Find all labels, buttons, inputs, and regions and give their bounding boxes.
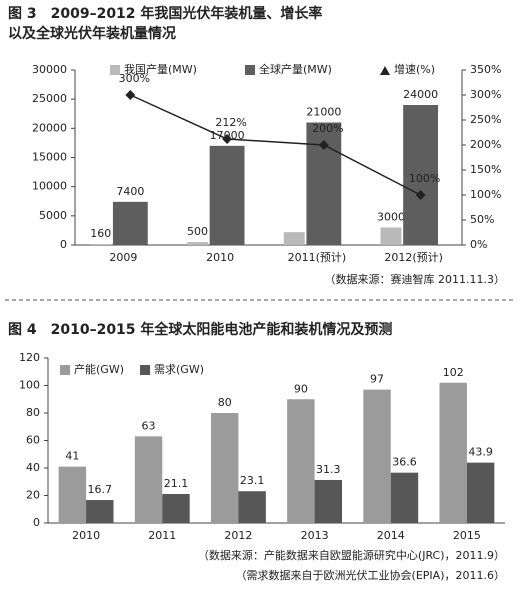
bar: [283, 232, 305, 245]
y2-tick-label: 0%: [470, 238, 487, 251]
value-label: 200%: [312, 122, 343, 135]
bar: [238, 491, 266, 523]
x-tick-label: 2011: [148, 529, 176, 542]
y-tick-label: 15000: [32, 151, 67, 164]
y-tick-label: 5000: [39, 209, 67, 222]
y2-tick-label: 350%: [470, 63, 501, 76]
line-point: [318, 140, 329, 150]
y-tick-label: 30000: [32, 63, 67, 76]
value-label: 43.9: [468, 446, 493, 459]
bar: [90, 244, 112, 245]
line-point: [415, 190, 426, 200]
value-label: 21.1: [164, 477, 189, 490]
bar: [380, 227, 402, 245]
y-tick-label: 20000: [32, 121, 67, 134]
value-label: 300%: [119, 72, 150, 85]
bar: [187, 242, 208, 245]
y-tick-label: 80: [26, 406, 40, 419]
value-label: 212%: [215, 116, 246, 129]
bar: [112, 201, 148, 245]
x-tick-label: 2014: [377, 529, 405, 542]
bar: [162, 493, 190, 523]
x-tick-label: 2010: [206, 251, 234, 264]
y-tick-label: 60: [26, 434, 40, 447]
bar: [209, 145, 245, 245]
y2-tick-label: 100%: [470, 188, 501, 201]
bar: [403, 105, 439, 245]
value-label: 80: [218, 396, 232, 409]
y2-tick-label: 200%: [470, 138, 501, 151]
y-tick-label: 25000: [32, 92, 67, 105]
x-tick-label: 2011(预计): [288, 251, 347, 264]
value-label: 36.6: [392, 456, 417, 469]
source-note: （数据来源：赛迪智库 2011.11.3）: [325, 272, 505, 286]
chart-title: 图 4 2010–2015 年全球太阳能电池产能和装机情况及预测: [8, 321, 392, 338]
chart-title: 图 3 2009–2012 年我国光伏年装机量、增长率: [8, 5, 322, 22]
line-point: [125, 90, 136, 100]
y-tick-label: 40: [26, 461, 40, 474]
legend-swatch: [140, 365, 150, 375]
legend-label: 产能(GW): [74, 362, 124, 376]
legend-label: 增速(%): [394, 62, 435, 76]
value-label: 100%: [409, 172, 440, 185]
x-tick-label: 2013: [301, 529, 329, 542]
x-tick-label: 2010: [72, 529, 100, 542]
bar: [439, 382, 467, 523]
value-label: 160: [90, 227, 111, 240]
source-note: （需求数据来自于欧洲光伏工业协会(EPIA)，2011.6）: [236, 568, 505, 582]
x-tick-label: 2012(预计): [384, 251, 443, 264]
bar: [210, 413, 239, 523]
value-label: 102: [443, 366, 464, 379]
y-tick-label: 0: [33, 516, 40, 529]
line: [130, 94, 421, 196]
y-tick-label: 0: [60, 238, 67, 251]
value-label: 7400: [116, 185, 144, 198]
x-tick-label: 2009: [109, 251, 137, 264]
bar: [58, 466, 87, 523]
value-label: 23.1: [240, 474, 265, 487]
y2-tick-label: 50%: [470, 213, 494, 226]
legend-marker: [380, 66, 390, 75]
bar: [287, 399, 315, 523]
value-label: 3000: [377, 211, 405, 224]
value-label: 500: [187, 225, 208, 238]
y-tick-label: 10000: [32, 180, 67, 193]
line-point: [222, 134, 233, 144]
legend-label: 全球产量(MW): [259, 62, 332, 76]
value-label: 97: [370, 373, 384, 386]
bar: [314, 479, 343, 523]
y-tick-label: 120: [19, 351, 40, 364]
bar: [466, 462, 495, 523]
value-label: 31.3: [316, 463, 341, 476]
y2-tick-label: 150%: [470, 163, 501, 176]
value-label: 90: [294, 382, 308, 395]
y2-tick-label: 300%: [470, 88, 501, 101]
legend-swatch: [60, 365, 70, 375]
value-label: 24000: [403, 88, 438, 101]
y-tick-label: 20: [26, 489, 40, 502]
x-tick-label: 2015: [453, 529, 481, 542]
legend-swatch: [245, 65, 255, 75]
bar: [363, 389, 391, 523]
bar: [134, 436, 163, 523]
x-tick-label: 2012: [224, 529, 252, 542]
chart-title: 以及全球光伏年装机量情况: [8, 25, 176, 42]
legend-swatch: [110, 65, 120, 75]
value-label: 41: [65, 450, 79, 463]
bar: [86, 500, 114, 523]
legend-label: 我国产量(MW): [124, 62, 197, 76]
value-label: 63: [142, 419, 156, 432]
value-label: 21000: [306, 106, 341, 119]
y-tick-label: 100: [19, 379, 40, 392]
legend-label: 需求(GW): [154, 363, 204, 376]
value-label: 16.7: [88, 483, 113, 496]
source-note: （数据来源：产能数据来自欧盟能源研究中心(JRC)，2011.9）: [198, 548, 505, 562]
y2-tick-label: 250%: [470, 113, 501, 126]
bar: [390, 472, 419, 523]
